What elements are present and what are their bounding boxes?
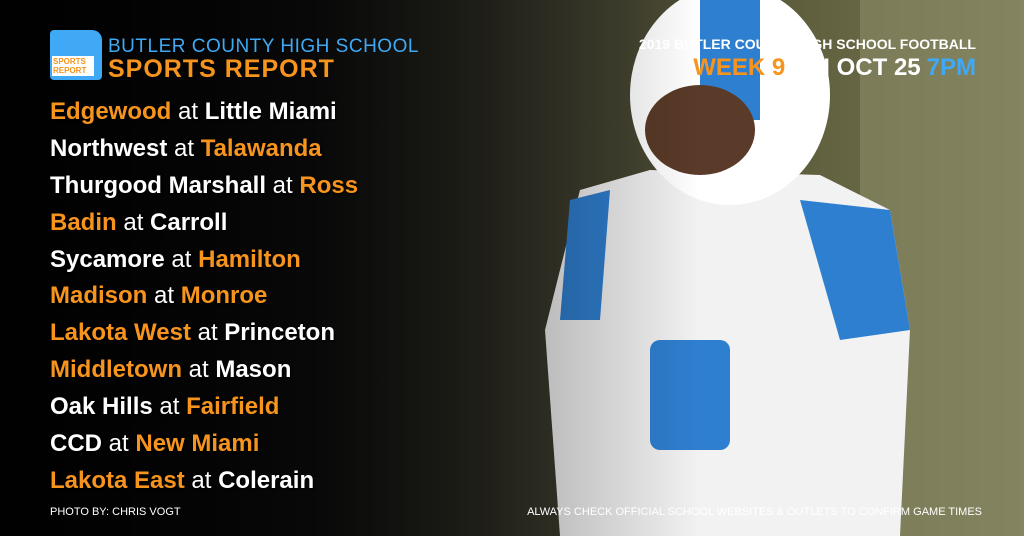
away-team: Lakota East (50, 466, 185, 494)
home-team: Fairfield (186, 393, 280, 421)
game: Oak Hills at Fairfield (50, 393, 358, 430)
game: Madison at Monroe (50, 282, 358, 319)
game: Lakota East at Colerain (50, 467, 358, 504)
separator: at (178, 98, 199, 125)
game: Badin at Carroll (50, 209, 358, 246)
game: Middletown at Mason (50, 356, 358, 393)
away-team: Lakota West (50, 319, 191, 347)
game: Sycamore at Hamilton (50, 246, 358, 283)
separator: at (197, 319, 218, 347)
home-team: Princeton (224, 319, 335, 347)
badge-text: SPORTS REPORT (52, 56, 94, 76)
home-team: Carroll (150, 208, 228, 236)
separator: at (171, 245, 192, 273)
away-team: Oak Hills (50, 393, 153, 421)
home-team: New Miami (135, 430, 260, 458)
event-part: 7PM (926, 54, 976, 81)
home-team: Mason (215, 356, 292, 384)
game: Edgewood at Little Miami (50, 98, 358, 135)
game: Lakota West at Princeton (50, 319, 358, 356)
separator: at (159, 393, 180, 421)
game: Thurgood Marshall at Ross (50, 172, 358, 209)
separator: at (191, 466, 212, 494)
event-title: 2019 BUTLER COUNTY HIGH SCHOOL FOOTBALL (638, 36, 976, 52)
photo-credit: PHOTO BY: CHRIS VOGT (50, 506, 181, 518)
away-team: Sycamore (50, 245, 165, 273)
event-part: WEEK 9 (693, 54, 786, 81)
separator: at (108, 430, 129, 458)
away-team: Edgewood (50, 98, 172, 125)
away-team: CCD (50, 430, 102, 458)
away-team: Thurgood Marshall (50, 171, 266, 199)
game: Northwest at Talawanda (50, 135, 358, 172)
separator: at (188, 356, 209, 384)
home-team: Colerain (218, 466, 315, 494)
sleeve (800, 200, 910, 340)
home-team: Hamilton (198, 245, 301, 273)
separator: at (272, 171, 293, 199)
event-part: FRI OCT 25 (791, 54, 921, 81)
event-line: WEEK 9 FRI OCT 25 7PM (687, 54, 976, 82)
home-team: Ross (299, 171, 359, 199)
logo-line: SPORTS REPORT (108, 55, 335, 83)
home-team: Monroe (180, 282, 268, 310)
logo-line: BUTLER COUNTY HIGH SCHOOL (108, 36, 419, 57)
separator: at (174, 134, 195, 162)
logo-badge: SPORTS REPORT (50, 30, 102, 80)
game-list: Edgewood at Little Miami Northwest at Tal… (50, 98, 358, 504)
separator: at (154, 282, 175, 310)
game: CCD at New Miami (50, 430, 358, 467)
away-team: Northwest (50, 134, 168, 162)
away-team: Madison (50, 282, 148, 310)
shade (0, 0, 700, 536)
away-team: Badin (50, 208, 117, 236)
home-team: Talawanda (200, 134, 322, 162)
footer-note: ALWAYS CHECK OFFICIAL SCHOOL WEBSITES & … (527, 506, 982, 518)
separator: at (123, 208, 144, 236)
away-team: Middletown (50, 356, 182, 384)
home-team: Little Miami (204, 98, 337, 125)
